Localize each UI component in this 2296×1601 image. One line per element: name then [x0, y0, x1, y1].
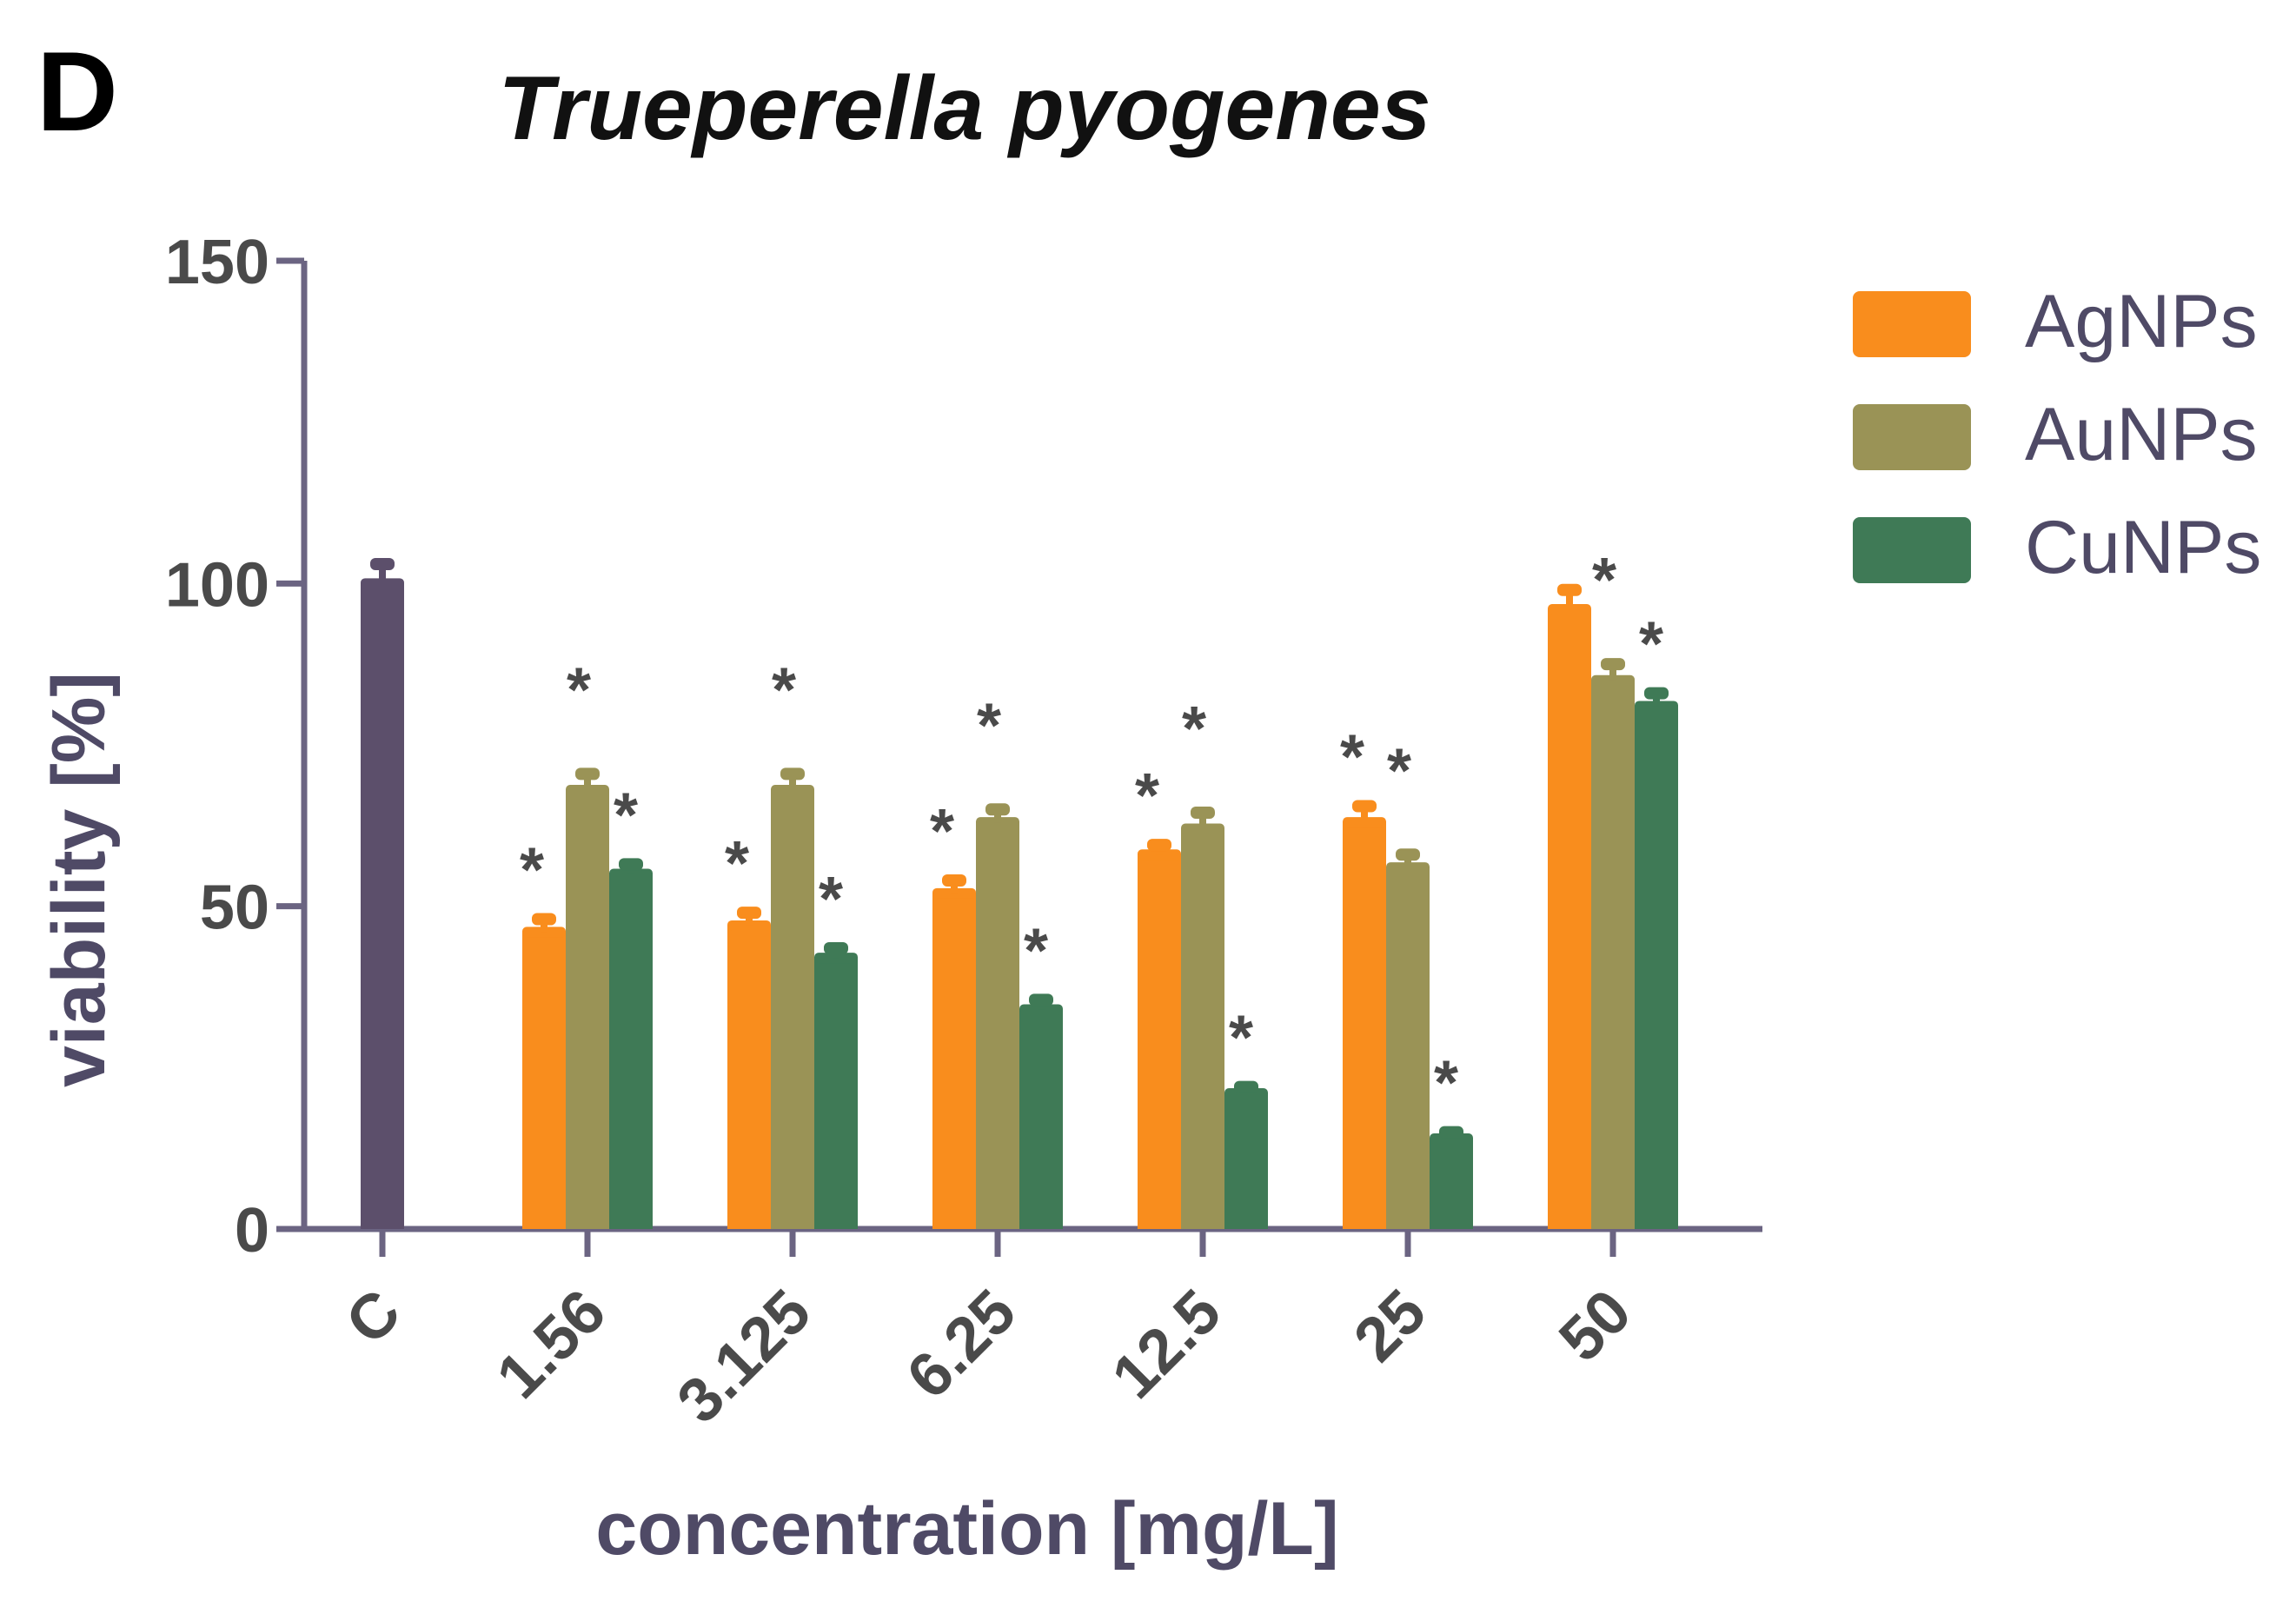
significance-star-agnps: *: [1340, 723, 1364, 793]
x-tick-label: 50: [1546, 1277, 1644, 1375]
error-bar-aunps: [1404, 854, 1411, 868]
error-bar-aunps: [1199, 812, 1206, 829]
bar-aunps: [771, 789, 814, 1229]
x-tick-label: 12.5: [1099, 1277, 1235, 1412]
bar-cunps: [814, 958, 858, 1229]
error-cap-agnps: [942, 874, 966, 887]
error-bar-control: [379, 564, 386, 584]
error-bar-agnps: [1361, 806, 1368, 823]
x-tick-label: 3.125: [664, 1277, 824, 1437]
chart-title: Trueperella pyogenes: [498, 58, 1430, 159]
error-cap-cunps: [1644, 687, 1669, 700]
y-tick-label: 50: [200, 874, 269, 943]
bar-cunps: [1224, 1093, 1268, 1229]
significance-star-aunps: *: [977, 691, 1001, 761]
error-bar-agnps: [1566, 589, 1573, 610]
error-cap-agnps: [532, 913, 556, 926]
error-cap-agnps: [1147, 839, 1171, 852]
significance-star-aunps: *: [1182, 694, 1206, 764]
y-tick-label: 150: [165, 228, 269, 297]
bar-aunps: [1181, 828, 1224, 1229]
significance-star-agnps: *: [520, 836, 544, 906]
legend-label-aunps: AuNPs: [2025, 393, 2258, 476]
legend-label-agnps: AgNPs: [2025, 280, 2258, 363]
error-cap-control: [370, 558, 395, 571]
panel-label: D: [36, 28, 118, 155]
significance-star-aunps: *: [772, 655, 796, 725]
legend-label-cunps: CuNPs: [2025, 506, 2261, 589]
y-tick-label: 100: [165, 550, 269, 620]
error-cap-aunps: [1396, 848, 1420, 861]
bar-top-aunps: [566, 784, 609, 795]
error-bar-aunps: [789, 774, 796, 790]
significance-star-cunps: *: [1639, 610, 1663, 680]
legend-swatch-cunps: [1853, 517, 1971, 583]
x-axis-label: concentration [mg/L]: [595, 1487, 1338, 1571]
x-tick-label: C: [333, 1277, 414, 1358]
x-tick-label: 1.56: [484, 1277, 620, 1412]
bar-aunps: [1591, 680, 1635, 1229]
error-bar-aunps: [994, 809, 1001, 823]
error-cap-agnps: [1557, 583, 1582, 596]
significance-star-cunps: *: [1434, 1049, 1458, 1119]
y-axis-label: viability [%]: [37, 672, 121, 1087]
x-tick-label: 25: [1341, 1277, 1439, 1375]
bar-top-aunps: [771, 784, 814, 795]
error-cap-cunps: [1029, 993, 1053, 1006]
legend-swatch-agnps: [1853, 291, 1971, 357]
significance-star-aunps: *: [567, 655, 591, 725]
error-cap-cunps: [1439, 1126, 1463, 1139]
bar-agnps: [1343, 822, 1386, 1229]
error-bar-aunps: [584, 774, 591, 790]
significance-star-cunps: *: [1229, 1004, 1253, 1073]
error-bar-agnps: [951, 880, 958, 894]
significance-star-cunps: *: [614, 781, 638, 850]
bar-cunps: [1635, 706, 1678, 1229]
bar-aunps: [1386, 867, 1430, 1229]
x-tick-label: 6.25: [894, 1277, 1030, 1412]
bar-agnps: [727, 925, 771, 1229]
error-cap-cunps: [824, 941, 848, 954]
significance-star-agnps: *: [725, 829, 749, 899]
bar-agnps: [1138, 854, 1181, 1229]
error-cap-agnps: [1352, 800, 1377, 813]
significance-star-cunps: *: [819, 865, 843, 934]
y-tick-label: 0: [235, 1196, 269, 1266]
error-bar-cunps: [1653, 693, 1660, 707]
significance-star-agnps: *: [1135, 761, 1159, 831]
plot-area: 0 50 100 150 C 1.56 3.125 6.25 12.5 25 50 * * * * * * * * *…: [165, 228, 1762, 1437]
bar-top-aunps: [1181, 823, 1224, 834]
significance-star-cunps: *: [1024, 916, 1048, 986]
legend-swatch-aunps: [1853, 404, 1971, 470]
error-cap-aunps: [985, 803, 1010, 816]
bar-top-control: [361, 578, 404, 589]
error-cap-cunps: [619, 858, 643, 871]
legend: AgNPs AuNPs CuNPs: [1853, 280, 2261, 589]
bar-cunps: [1019, 1009, 1063, 1229]
significance-star-agnps: *: [930, 797, 954, 867]
bar-aunps: [566, 789, 609, 1229]
error-cap-aunps: [1191, 806, 1215, 819]
error-cap-aunps: [1601, 658, 1625, 671]
significance-star-aunps: *: [1592, 546, 1616, 615]
error-cap-agnps: [737, 907, 761, 920]
bar-cunps: [609, 874, 653, 1229]
significance-star-aunps: *: [1387, 736, 1411, 806]
error-cap-aunps: [575, 767, 600, 781]
error-bar-aunps: [1609, 664, 1616, 681]
bar-agnps: [932, 893, 976, 1229]
bar-agnps: [1548, 609, 1591, 1229]
error-cap-cunps: [1234, 1080, 1258, 1093]
error-bar-agnps: [541, 919, 547, 933]
error-bar-agnps: [746, 913, 753, 926]
bar-cunps: [1430, 1139, 1473, 1229]
bar-aunps: [976, 822, 1019, 1229]
error-cap-aunps: [780, 767, 805, 781]
bar-control: [361, 583, 404, 1229]
bar-agnps: [522, 932, 566, 1229]
